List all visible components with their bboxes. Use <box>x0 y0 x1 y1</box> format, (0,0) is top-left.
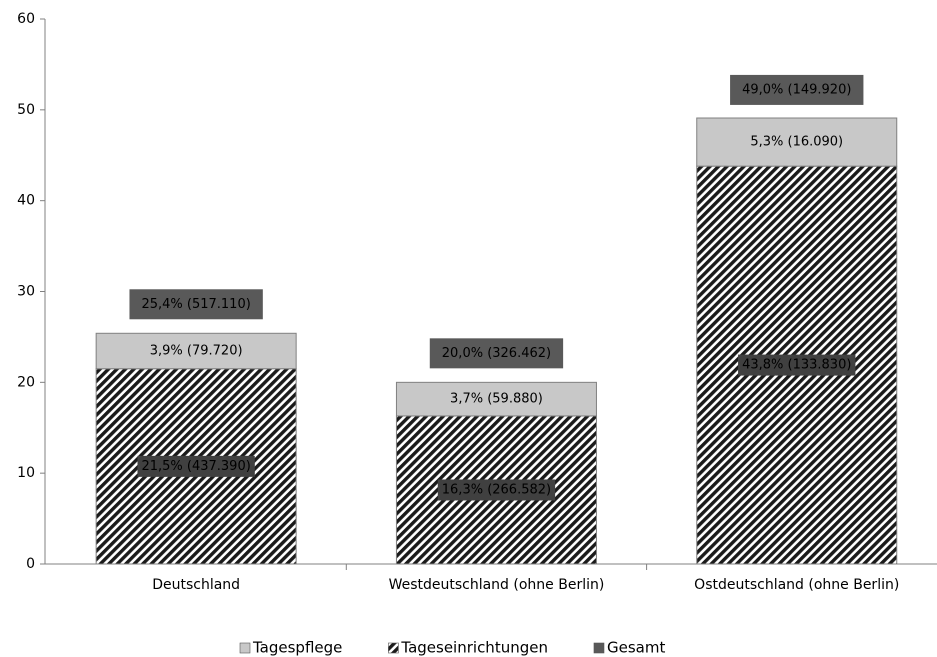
value-label-group: 21,5% (437.390) <box>137 455 255 477</box>
value-label-box <box>738 354 856 376</box>
value-label-group: 5,3% (16.090) <box>750 135 843 150</box>
value-label-group: 25,4% (517.110) <box>129 289 263 320</box>
legend-swatch <box>239 642 251 654</box>
legend-label: Gesamt <box>607 639 665 657</box>
legend-label: Tagespflege <box>252 639 342 657</box>
bar-segment <box>395 381 597 417</box>
x-tick-label: Ostdeutschland (ohne Berlin) <box>694 577 899 593</box>
bar-segment <box>95 332 297 370</box>
value-label: 49,0% (149.920) <box>742 82 851 97</box>
y-tick-label: 30 <box>17 284 35 300</box>
value-label-group: 3,9% (79.720) <box>150 343 243 358</box>
legend-swatch <box>388 642 399 654</box>
value-label: 21,5% (437.390) <box>141 459 250 474</box>
x-tick-label: Deutschland <box>152 577 240 593</box>
value-label: 3,7% (59.880) <box>450 392 543 407</box>
total-box <box>129 289 263 320</box>
y-tick-label: 20 <box>17 374 35 390</box>
total-box <box>730 74 864 105</box>
y-tick-label: 40 <box>17 193 35 209</box>
y-tick-label: 60 <box>17 11 35 27</box>
legend-swatch <box>593 642 605 654</box>
value-label: 25,4% (517.110) <box>141 297 250 312</box>
y-tick-label: 50 <box>17 102 35 118</box>
value-label: 43,8% (133.830) <box>742 358 851 373</box>
bar-segment <box>696 117 898 167</box>
value-label-group: 16,3% (266.582) <box>437 479 556 501</box>
total-box <box>429 338 564 369</box>
value-label-group: 20,0% (326.462) <box>429 338 564 369</box>
value-label-box <box>437 479 556 501</box>
legend-label: Tageseinrichtungen <box>400 639 548 657</box>
value-label: 5,3% (16.090) <box>750 135 843 150</box>
y-tick-label: 10 <box>17 465 35 481</box>
value-label: 20,0% (326.462) <box>442 346 551 361</box>
value-label-group: 49,0% (149.920) <box>730 74 864 105</box>
value-label-box <box>137 455 255 477</box>
value-label: 16,3% (266.582) <box>442 482 551 497</box>
value-label-group: 43,8% (133.830) <box>738 354 856 376</box>
value-label-group: 3,7% (59.880) <box>450 392 543 407</box>
value-label: 3,9% (79.720) <box>150 343 243 358</box>
x-tick-label: Westdeutschland (ohne Berlin) <box>389 577 605 593</box>
y-tick-label: 0 <box>26 556 35 572</box>
